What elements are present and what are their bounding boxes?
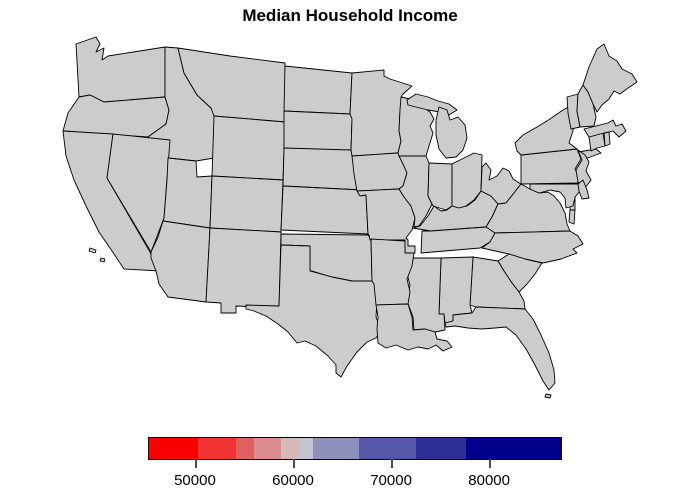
state-washington [75, 36, 166, 103]
state-nebraska [282, 147, 363, 191]
state-michigan-lower [435, 106, 468, 159]
state-georgia [469, 256, 526, 310]
state-oregon [62, 94, 170, 138]
state-massachusetts [583, 119, 627, 138]
state-south-dakota [283, 110, 353, 154]
state-florida-keys [544, 393, 552, 399]
state-colorado [209, 175, 284, 233]
state-indiana [427, 162, 453, 211]
state-florida [444, 306, 556, 391]
color-scale-segment [198, 438, 236, 459]
color-scale-bar [148, 437, 562, 460]
state-rhode-island [603, 131, 611, 147]
color-scale-segment [235, 438, 255, 459]
legend-tick-label: 80000 [468, 472, 510, 489]
legend-tick-label: 60000 [272, 472, 314, 489]
state-new-york [514, 106, 578, 156]
legend-tick-label: 70000 [370, 472, 412, 489]
state-arizona [150, 220, 211, 303]
state-kansas [280, 185, 369, 235]
state-maine [582, 43, 638, 113]
color-scale-segment [149, 438, 199, 459]
state-north-dakota [283, 65, 353, 115]
state-louisiana [375, 303, 453, 352]
state-california-island [88, 247, 97, 254]
state-delaware [577, 179, 590, 200]
color-scale-segment [312, 438, 360, 459]
state-virginia-eastern-shore [568, 209, 576, 225]
state-california-island [99, 257, 106, 263]
color-scale-segment [298, 438, 313, 459]
state-nevada [106, 133, 171, 253]
state-texas [245, 244, 382, 378]
state-wyoming [211, 115, 286, 181]
legend-tick-mark [293, 459, 296, 468]
state-new-jersey [575, 149, 592, 189]
legend-tick-label: 50000 [174, 472, 216, 489]
color-scale-segment [465, 438, 561, 459]
state-arkansas [370, 238, 415, 306]
plot-title: Median Household Income [242, 6, 458, 25]
legend-tick-mark [194, 459, 197, 468]
legend-tick-mark [489, 459, 492, 468]
legend-tick-mark [391, 459, 394, 468]
state-new-mexico [205, 227, 282, 314]
color-scale-segment [415, 438, 466, 459]
color-scale-segment [359, 438, 416, 459]
state-north-carolina [481, 230, 584, 264]
color-scale-segment [280, 438, 299, 459]
state-virginia [485, 183, 571, 234]
state-utah [162, 157, 213, 229]
state-iowa [351, 152, 408, 192]
color-scale-segment [254, 438, 281, 459]
